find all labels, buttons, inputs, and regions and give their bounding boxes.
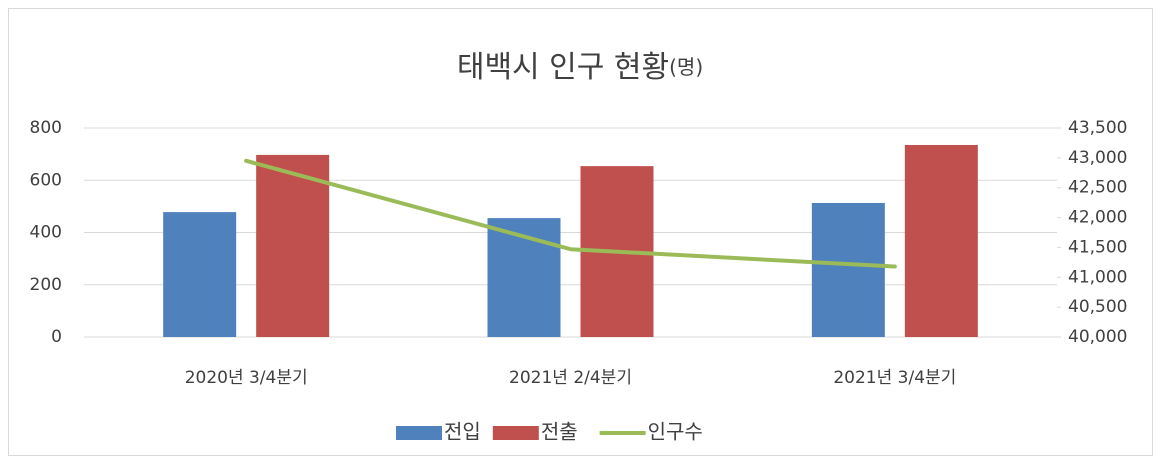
- bar: [811, 202, 885, 337]
- bar: [163, 212, 237, 337]
- bar: [904, 144, 978, 337]
- x-tick-label: 2020년 3/4분기: [185, 368, 308, 388]
- y2-tick-label: 42,500: [1068, 178, 1127, 198]
- legend-swatch: [396, 426, 442, 440]
- y2-tick-label: 40,000: [1068, 327, 1127, 347]
- legend-label: 전입: [444, 420, 481, 444]
- legend-swatch: [492, 426, 539, 440]
- y2-tick-label: 41,000: [1068, 267, 1127, 287]
- y-tick-label: 200: [30, 275, 62, 295]
- y2-tick-label: 40,500: [1068, 297, 1127, 317]
- x-tick-label: 2021년 2/4분기: [509, 368, 632, 388]
- y-tick-label: 0: [51, 327, 62, 347]
- chart-title: 태백시 인구 현황(명): [457, 50, 703, 85]
- y-tick-label: 400: [30, 223, 62, 243]
- y2-tick-label: 43,000: [1068, 148, 1127, 168]
- x-tick-label: 2021년 3/4분기: [833, 368, 956, 388]
- line: [244, 158, 897, 269]
- y2-tick-label: 43,500: [1068, 118, 1127, 138]
- y-tick-label: 800: [30, 118, 62, 138]
- bar: [256, 154, 330, 337]
- title-unit: (명): [669, 55, 703, 79]
- y-tick-label: 600: [30, 170, 62, 190]
- y2-tick-label: 42,000: [1068, 208, 1127, 228]
- legend-label: 인구수: [648, 420, 703, 444]
- y2-tick-label: 41,500: [1068, 237, 1127, 257]
- title-text: 태백시 인구 현황: [457, 50, 669, 85]
- legend-label: 전출: [541, 420, 578, 444]
